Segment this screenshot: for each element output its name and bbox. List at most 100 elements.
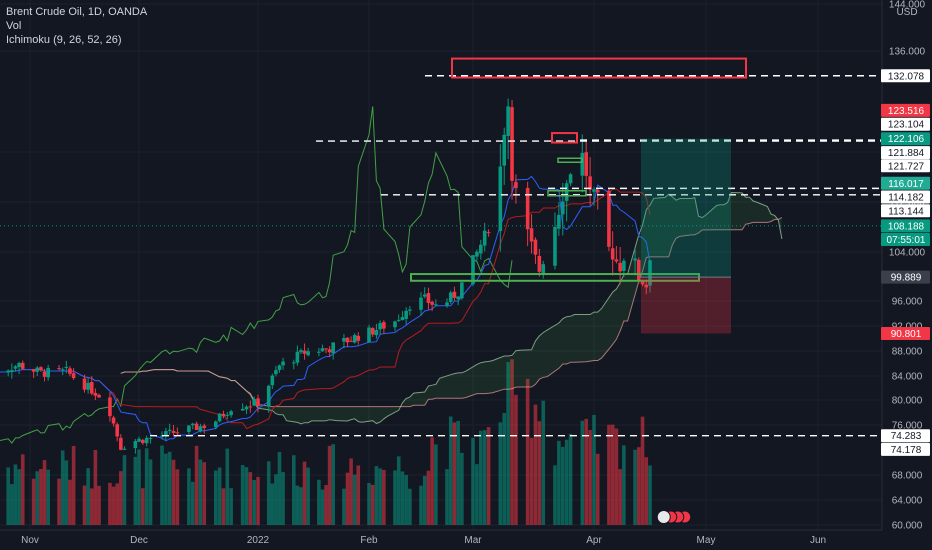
time-tick-label: Nov <box>21 535 39 546</box>
price-tag[interactable] <box>881 270 930 284</box>
volume-bar <box>452 422 457 525</box>
price-tag[interactable] <box>881 159 930 173</box>
volume-bar <box>6 467 10 525</box>
price-tag-label: 113.144 <box>888 206 924 217</box>
volume-bar <box>396 456 401 525</box>
price-tick-label: 144.000 <box>889 0 926 11</box>
time-tick-label: 2022 <box>247 535 270 546</box>
price-tag[interactable] <box>881 233 930 246</box>
volume-bar <box>187 468 191 525</box>
price-tag[interactable] <box>881 190 930 204</box>
volume-bar <box>93 449 98 525</box>
candle-body <box>648 260 652 286</box>
candle-body <box>281 361 285 366</box>
price-tick-label: 96.000 <box>892 297 923 308</box>
candle-body <box>324 348 328 350</box>
price-tick-label: 60.000 <box>892 521 923 532</box>
price-tick-label: 76.000 <box>892 421 923 432</box>
candle-body <box>164 431 168 436</box>
price-tag[interactable] <box>881 429 930 443</box>
candle-body <box>529 228 534 242</box>
volume-bar <box>17 469 21 525</box>
candle-body <box>557 214 561 229</box>
ichimoku-cloud <box>120 191 783 425</box>
price-tag[interactable] <box>881 219 930 233</box>
volume-bar <box>434 444 438 525</box>
price-tag-label: 114.182 <box>888 193 924 204</box>
symbol-title[interactable]: Brent Crude Oil, 1D, OANDA <box>6 6 148 18</box>
position-stop-zone[interactable] <box>641 277 731 334</box>
volume-bar <box>560 446 565 525</box>
volume-bar <box>367 482 371 525</box>
volume-bar <box>42 460 47 525</box>
time-tick-label: Feb <box>360 535 378 546</box>
price-tag[interactable] <box>881 204 930 218</box>
candle-body <box>248 406 253 408</box>
candle-body <box>533 239 538 255</box>
volume-bar <box>221 488 226 525</box>
volume-bar <box>648 465 652 525</box>
price-tag[interactable] <box>881 326 930 340</box>
time-tick-label: Jun <box>810 535 826 546</box>
volume-bar <box>633 449 637 525</box>
volume-bar <box>302 461 307 525</box>
price-tag-label: 123.516 <box>888 106 925 117</box>
price-tag[interactable] <box>881 117 930 131</box>
candle-body <box>408 309 412 311</box>
candle-body <box>256 398 260 406</box>
volume-bar <box>64 460 69 525</box>
volume-bar <box>213 470 218 525</box>
price-tag-label: 108.188 <box>888 221 925 232</box>
price-tag[interactable] <box>881 146 930 160</box>
price-tick-label: 68.000 <box>892 471 923 482</box>
price-tag[interactable] <box>881 132 930 146</box>
candle-body <box>277 365 282 370</box>
candle-body <box>588 176 592 190</box>
volume-bar <box>370 484 375 525</box>
senkou-span-b <box>120 217 783 408</box>
consolidation-box[interactable] <box>547 190 587 197</box>
candle-body <box>64 366 69 368</box>
ichimoku-indicator-label[interactable]: Ichimoku (9, 26, 52, 26) <box>6 34 122 46</box>
volume-bar <box>637 447 641 525</box>
candle-body <box>367 327 371 343</box>
flag-icon[interactable] <box>656 510 671 524</box>
candle-body <box>331 342 335 354</box>
volume-bar <box>564 439 569 525</box>
position-target-zone[interactable] <box>641 138 731 278</box>
volume-bar <box>194 445 199 525</box>
candle-body <box>39 367 43 371</box>
volume-bar <box>266 461 271 525</box>
volume-bar <box>144 448 149 525</box>
price-tag-label: 132.078 <box>888 71 925 82</box>
tenkan-sen <box>0 175 651 442</box>
volume-bar <box>342 488 346 525</box>
chart-drawings[interactable] <box>0 57 882 524</box>
resistance-zone[interactable] <box>551 132 578 144</box>
price-tag[interactable] <box>881 103 930 117</box>
volume-bar <box>618 469 622 525</box>
candle-body <box>217 413 222 422</box>
time-axis[interactable]: Nov Dec 2022 Feb Mar Apr May Jun <box>0 529 882 550</box>
price-tag[interactable] <box>881 442 930 456</box>
resistance-zone[interactable] <box>451 57 747 79</box>
volume-bar <box>141 488 145 525</box>
volume-bar <box>35 471 40 525</box>
consolidation-box[interactable] <box>557 157 583 163</box>
volume-bar <box>299 487 303 525</box>
volume-bar <box>270 483 275 525</box>
candle-body <box>10 370 14 372</box>
volume-bar <box>306 467 310 525</box>
price-tag-label: 121.727 <box>888 161 925 172</box>
candle-body <box>419 297 423 310</box>
candle-body <box>60 369 65 371</box>
candle-body <box>133 441 138 449</box>
volume-indicator-label[interactable]: Vol <box>6 20 22 32</box>
volume-bar <box>10 484 14 525</box>
candle-body <box>42 371 47 377</box>
price-axis[interactable]: USD144.000136.000120.000112.000104.00096… <box>881 0 932 550</box>
volume-bar <box>471 437 475 525</box>
price-tag[interactable] <box>881 176 930 190</box>
price-tag[interactable] <box>881 69 930 83</box>
